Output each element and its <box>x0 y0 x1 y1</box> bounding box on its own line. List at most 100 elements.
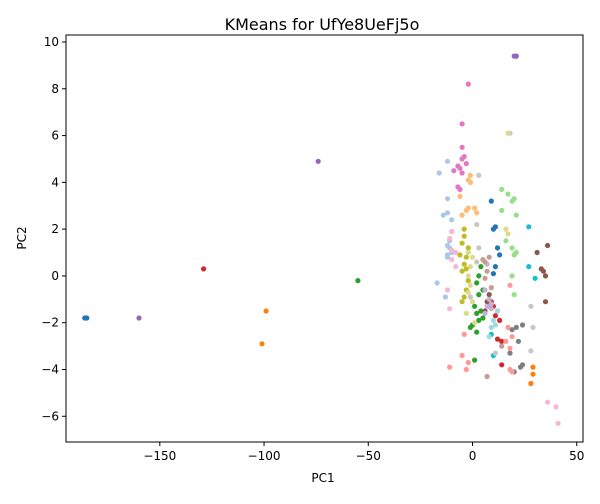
scatter-point-c8-12 <box>457 252 463 258</box>
scatter-point-c16-8 <box>553 404 559 410</box>
scatter-point-c12-6 <box>509 245 515 251</box>
x-tick-label: 0 <box>469 449 477 463</box>
scatter-point-c0-6 <box>497 252 503 258</box>
scatter-point-c2-1 <box>474 280 480 286</box>
scatter-point-c10-4 <box>444 210 451 216</box>
x-axis-label: PC1 <box>311 471 334 485</box>
scatter-point-c14-0 <box>486 296 492 302</box>
scatter-point-c17-2 <box>476 245 482 251</box>
scatter-point-c17-6 <box>528 348 534 354</box>
scatter-point-c5-3 <box>486 292 492 298</box>
scatter-point-c16-1 <box>447 235 453 242</box>
chart-title: KMeans for UfYe8UeFj5o <box>225 15 420 34</box>
scatter-point-c0-7 <box>492 264 498 270</box>
scatter-point-c18-3 <box>467 282 473 288</box>
scatter-point-c3-6 <box>499 338 505 344</box>
plot-frame <box>65 34 584 443</box>
scatter-point-c18-10 <box>503 226 509 232</box>
scatter-point-c12-8 <box>511 252 517 258</box>
scatter-point-c8-7 <box>465 278 471 284</box>
scatter-point-c16-7 <box>545 399 551 405</box>
scatter-point-c12-3 <box>511 196 517 202</box>
scatter-point-c7-0 <box>513 324 519 330</box>
scatter-point-c6-7 <box>457 165 463 171</box>
scatter-point-c10-3 <box>440 212 446 218</box>
scatter-point-c18-1 <box>467 264 473 270</box>
scatter-point-c1-2 <box>530 364 536 370</box>
scatter-point-c4-3 <box>513 53 519 59</box>
scatter-point-c2-10 <box>467 324 473 330</box>
scatter-point-c9-1 <box>526 264 532 270</box>
scatter-point-c16-10 <box>453 264 459 270</box>
scatter-point-c15-7 <box>488 285 494 291</box>
y-tick-label: 6 <box>51 129 59 143</box>
scatter-point-c13-7 <box>507 345 513 351</box>
scatter-point-c18-9 <box>505 130 511 136</box>
scatter-point-c2-7 <box>480 315 486 321</box>
scatter-point-c11-4 <box>463 207 469 213</box>
scatter-point-c16-9 <box>555 420 561 426</box>
scatter-point-c12-11 <box>511 292 517 298</box>
scatter-point-c13-4 <box>447 364 453 370</box>
y-tick-label: −2 <box>41 316 59 330</box>
x-tick-label: −150 <box>143 449 176 463</box>
scatter-point-c15-4 <box>482 275 488 281</box>
scatter-point-c15-3 <box>484 268 490 274</box>
scatter-point-c7-7 <box>509 327 515 333</box>
scatter-point-c10-1 <box>444 158 451 164</box>
scatter-point-c15-1 <box>482 259 488 265</box>
scatter-point-c2-0 <box>355 278 361 284</box>
scatter-point-c16-0 <box>449 228 455 235</box>
scatter-point-c8-9 <box>461 294 467 300</box>
y-tick-label: −6 <box>41 409 59 423</box>
scatter-point-c16-5 <box>447 306 453 312</box>
scatter-point-c6-0 <box>465 81 471 87</box>
y-tick-label: 8 <box>51 82 59 96</box>
scatter-point-c7-5 <box>517 364 524 370</box>
scatter-point-c2-3 <box>472 303 478 309</box>
scatter-point-c6-4 <box>461 154 467 160</box>
scatter-point-c14-1 <box>484 303 490 309</box>
scatter-point-c11-5 <box>457 193 463 199</box>
scatter-point-c19-4 <box>494 308 501 314</box>
scatter-point-c5-5 <box>540 268 547 274</box>
scatter-point-c11-1 <box>467 172 473 178</box>
scatter-point-c2-2 <box>476 292 482 298</box>
scatter-point-c18-0 <box>465 249 471 256</box>
y-tick-label: 4 <box>51 175 59 189</box>
scatter-point-c8-4 <box>461 261 467 267</box>
scatter-point-c2-12 <box>476 273 482 279</box>
scatter-point-c12-10 <box>509 273 515 279</box>
scatter-point-c2-5 <box>476 317 482 323</box>
scatter-point-c5-9 <box>534 249 540 256</box>
scatter-point-c2-4 <box>474 310 480 316</box>
scatter-point-c8-6 <box>463 266 469 272</box>
x-tick-label: 50 <box>569 449 584 463</box>
scatter-point-c8-5 <box>459 268 465 274</box>
scatter-point-c17-1 <box>474 221 480 228</box>
scatter-point-c16-3 <box>453 249 459 256</box>
scatter-point-c16-2 <box>449 247 455 253</box>
x-tick-label: −50 <box>356 449 381 463</box>
scatter-point-c19-0 <box>488 324 494 330</box>
scatter-point-c2-8 <box>474 329 480 335</box>
scatter-point-c19-2 <box>490 317 496 323</box>
scatter-point-c8-1 <box>459 240 465 246</box>
scatter-point-c0-5 <box>494 245 501 251</box>
scatter-point-c11-2 <box>467 179 473 185</box>
scatter-point-c13-3 <box>465 359 471 366</box>
scatter-point-c10-2 <box>444 196 451 202</box>
scatter-point-c6-11 <box>455 184 461 190</box>
scatter-point-c1-3 <box>530 371 536 377</box>
scatter-point-c15-2 <box>486 254 492 260</box>
scatter-point-c17-8 <box>474 259 480 265</box>
scatter-point-c16-6 <box>449 257 455 263</box>
scatter-point-c9-0 <box>526 224 532 230</box>
scatter-point-c1-4 <box>528 380 534 387</box>
scatter-point-c10-12 <box>434 280 440 286</box>
scatter-point-c0-8 <box>490 271 496 277</box>
scatter-point-c14-4 <box>488 306 494 312</box>
scatter-point-c13-9 <box>507 366 513 373</box>
